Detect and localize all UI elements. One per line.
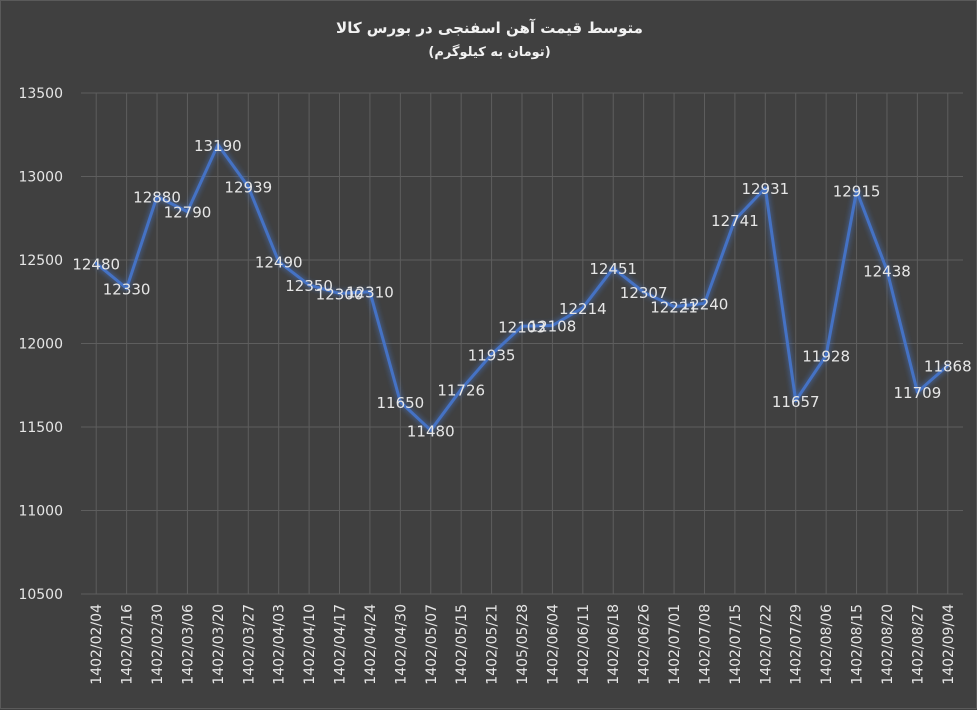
data-point [581, 306, 585, 310]
data-point [398, 400, 402, 404]
data-label: 12741 [711, 212, 759, 230]
data-label: 11480 [407, 422, 455, 440]
x-tick-label: 1402/03/27 [241, 604, 257, 685]
data-label: 12939 [224, 179, 272, 197]
x-tick-label: 1402/04/10 [302, 604, 318, 685]
x-tick-label: 1402/07/29 [789, 604, 805, 685]
data-point [702, 301, 706, 305]
data-point [550, 323, 554, 327]
data-point [277, 260, 281, 264]
data-point [611, 266, 615, 270]
x-tick-label: 1402/02/16 [120, 604, 136, 685]
data-point [824, 354, 828, 358]
x-tick-label: 1402/09/04 [941, 604, 957, 685]
x-tick-label: 1402/08/20 [880, 604, 896, 685]
data-label: 13190 [194, 137, 242, 155]
data-label: 12931 [741, 180, 789, 198]
data-point [246, 185, 250, 189]
data-point [216, 143, 220, 147]
y-tick-label: 10500 [18, 587, 63, 603]
data-label: 11650 [376, 394, 424, 412]
x-tick-label: 1402/05/21 [485, 604, 501, 685]
data-point [155, 195, 159, 199]
data-label: 12880 [133, 189, 181, 207]
y-tick-label: 13500 [18, 86, 63, 102]
y-tick-label: 12000 [18, 337, 63, 353]
y-tick-label: 11000 [18, 504, 63, 520]
y-tick-label: 12500 [18, 253, 63, 269]
data-point [429, 428, 433, 432]
y-tick-label: 13000 [18, 170, 63, 186]
data-label: 12490 [255, 254, 303, 272]
x-tick-label: 1402/08/27 [910, 604, 926, 685]
x-tick-label: 1402/02/04 [89, 604, 105, 685]
data-point [338, 291, 342, 295]
data-point [885, 268, 889, 272]
x-tick-label: 1402/06/04 [545, 604, 561, 685]
data-label: 11928 [802, 348, 850, 366]
x-tick-label: 1402/08/06 [819, 604, 835, 685]
data-label: 11709 [894, 384, 942, 402]
x-tick-label: 1402/03/06 [180, 604, 196, 685]
data-point [459, 387, 463, 391]
data-point [763, 186, 767, 190]
data-point [125, 286, 129, 290]
data-label: 12480 [72, 255, 120, 273]
data-label: 11868 [924, 358, 972, 376]
data-label: 12451 [589, 260, 637, 278]
data-point [642, 290, 646, 294]
data-label: 12310 [346, 284, 394, 302]
x-tick-label: 1402/07/01 [667, 604, 683, 685]
data-point [915, 390, 919, 394]
x-tick-label: 1402/04/03 [272, 604, 288, 685]
data-label: 12307 [620, 284, 668, 302]
data-point [490, 352, 494, 356]
data-point [307, 283, 311, 287]
x-tick-label: 1402/03/20 [211, 604, 227, 685]
x-tick-label: 1402/04/17 [333, 604, 349, 685]
data-label: 12221 [650, 299, 698, 317]
x-tick-label: 1402/06/18 [606, 604, 622, 685]
y-tick-label: 11500 [18, 420, 63, 436]
data-point [855, 189, 859, 193]
data-label: 12300 [316, 285, 364, 303]
data-label: 12330 [103, 280, 151, 298]
chart-title: متوسط قیمت آهن اسفنجی در بورس کالا [336, 19, 643, 37]
x-tick-label: 1402/07/22 [758, 604, 774, 685]
data-label: 12108 [529, 317, 577, 335]
x-tick-label: 1402/07/15 [728, 604, 744, 685]
data-label: 12915 [833, 183, 881, 201]
x-tick-label: 1405/05/28 [515, 604, 531, 685]
data-point [672, 305, 676, 309]
data-point [94, 261, 98, 265]
data-point [185, 210, 189, 214]
x-tick-label: 1402/07/08 [697, 604, 713, 685]
data-label: 12214 [559, 300, 607, 318]
data-label: 12350 [285, 277, 333, 295]
x-tick-label: 1402/04/24 [363, 604, 379, 685]
x-tick-label: 1402/06/11 [576, 604, 592, 685]
data-label: 12790 [164, 204, 212, 222]
x-tick-label: 1402/02/30 [150, 604, 166, 685]
data-point [520, 324, 524, 328]
data-point [368, 290, 372, 294]
data-label: 12103 [498, 318, 546, 336]
data-label: 11726 [437, 381, 485, 399]
chart-subtitle: (تومان به کیلوگرم) [428, 45, 551, 60]
data-point [794, 399, 798, 403]
data-label: 12240 [681, 295, 729, 313]
x-tick-label: 1402/04/30 [393, 604, 409, 685]
data-label: 11935 [468, 346, 516, 364]
x-tick-label: 1402/05/07 [424, 604, 440, 685]
data-label: 12438 [863, 262, 911, 280]
data-point [946, 364, 950, 368]
data-point [733, 218, 737, 222]
x-tick-label: 1402/06/26 [637, 604, 653, 685]
x-tick-label: 1402/05/15 [454, 604, 470, 685]
x-tick-label: 1402/08/15 [850, 604, 866, 685]
data-label: 11657 [772, 393, 820, 411]
